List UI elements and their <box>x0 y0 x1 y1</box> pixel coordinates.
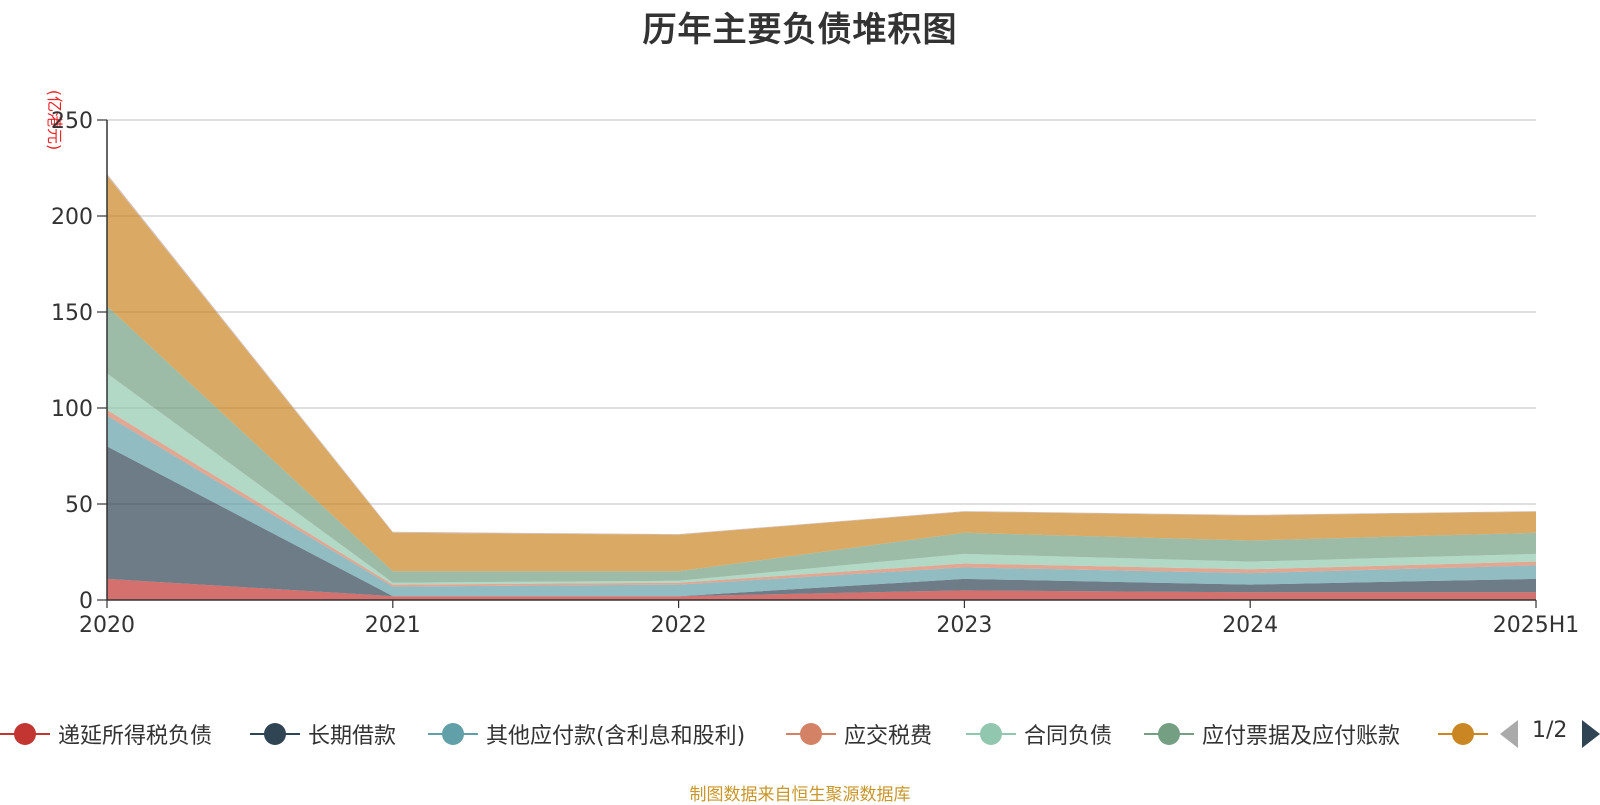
legend-item[interactable]: 递延所得税负债 <box>0 716 212 752</box>
legend-label: 应付票据及应付账款 <box>1202 724 1401 749</box>
y-tick-label: 50 <box>65 493 93 518</box>
y-tick-label: 150 <box>51 301 93 326</box>
chart-title: 历年主要负债堆积图 <box>642 10 958 50</box>
x-tick-label: 2025H1 <box>1493 613 1580 638</box>
legend: 递延所得税负债 长期借款 其他应付款(含利息和股利) 应交税费 合同负债 应付票据及应付账… <box>0 716 1600 752</box>
y-tick-label: 100 <box>51 397 93 422</box>
legend-label: 递延所得税负债 <box>58 724 213 749</box>
area-series-4[interactable] <box>107 373 1536 585</box>
legend-item[interactable]: 其他应付款(含利息和股利) <box>428 716 745 752</box>
area-series-0[interactable] <box>107 578 1536 600</box>
legend-item[interactable] <box>1438 716 1488 752</box>
y-tick-label: 250 <box>51 109 93 134</box>
area-series-2[interactable] <box>107 415 1536 597</box>
legend-prev-page-arrow-icon[interactable] <box>1500 720 1518 748</box>
legend-swatch-icon <box>250 716 300 752</box>
data-source-note: 制图数据来自恒生聚源数据库 <box>689 785 911 805</box>
legend-swatch-icon <box>0 716 50 752</box>
area-series-1[interactable] <box>107 446 1536 597</box>
legend-label: 合同负债 <box>1024 724 1113 749</box>
y-tick-label: 0 <box>79 589 93 614</box>
legend-next-page-arrow-icon[interactable] <box>1582 720 1600 748</box>
legend-swatch-icon <box>1144 716 1194 752</box>
x-tick-label: 2020 <box>79 613 135 638</box>
x-tick-label: 2024 <box>1222 613 1278 638</box>
legend-page-indicator: 1/2 <box>1532 718 1568 743</box>
legend-swatch-icon <box>1438 716 1488 752</box>
x-tick-label: 2022 <box>651 613 707 638</box>
x-tick-label: 2023 <box>936 613 992 638</box>
legend-swatch-icon <box>966 716 1016 752</box>
legend-item[interactable]: 合同负债 <box>966 716 1112 752</box>
area-series-5[interactable] <box>107 306 1536 583</box>
legend-swatch-icon <box>428 716 478 752</box>
stacked-area-chart: 0 50 100 150 200 250 2020 2021 2022 2023 2024 2025H… <box>51 109 1579 638</box>
area-layer <box>107 173 1536 600</box>
legend-swatch-icon <box>786 716 836 752</box>
y-tick-label: 200 <box>51 205 93 230</box>
legend-pager: 1/2 <box>1500 716 1600 752</box>
area-series-6[interactable] <box>107 175 1536 572</box>
legend-item[interactable]: 应交税费 <box>786 716 932 752</box>
x-tick-label: 2021 <box>365 613 421 638</box>
legend-label: 其他应付款(含利息和股利) <box>486 724 746 749</box>
area-series-3[interactable] <box>107 409 1536 587</box>
legend-label: 应交税费 <box>844 724 933 749</box>
axis-layer: 0 50 100 150 200 250 2020 2021 2022 2023 2024 2025H… <box>51 109 1579 638</box>
legend-item[interactable]: 长期借款 <box>250 716 396 752</box>
legend-item[interactable]: 应付票据及应付账款 <box>1144 716 1400 752</box>
legend-label: 长期借款 <box>308 724 397 749</box>
